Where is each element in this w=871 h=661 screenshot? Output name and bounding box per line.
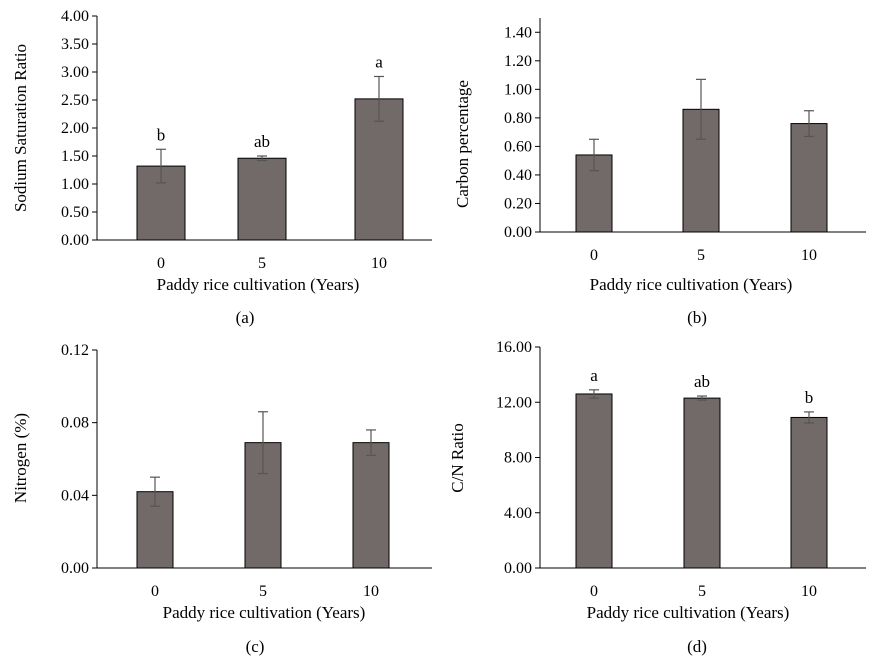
chart-2-y-tick-label: 1.40	[504, 24, 532, 41]
chart-4-x-tick-label: 0	[590, 583, 598, 600]
chart-2-bar	[790, 123, 828, 233]
chart-4-bar	[575, 393, 613, 569]
chart-1-x-axis-title: Paddy rice cultivation (Years)	[157, 275, 360, 294]
chart-1-y-tick-label: 3.50	[61, 36, 89, 53]
chart-3-y-axis-title: Nitrogen (%)	[11, 413, 30, 503]
chart-1-significance-label: ab	[254, 132, 270, 151]
chart-4-x-tick-label: 5	[698, 583, 706, 600]
chart-1-y-tick-label: 1.50	[61, 148, 89, 165]
chart-2-y-tick-label: 0.20	[504, 195, 532, 212]
chart-4-y-tick-label: 0.00	[504, 560, 532, 577]
chart-4-bar	[683, 397, 721, 569]
chart-2-y-axis-title: Carbon percentage	[453, 80, 472, 208]
chart-1-y-tick-label: 0.00	[61, 232, 89, 249]
chart-1-y-tick-label: 3.00	[61, 64, 89, 81]
chart-4-y-tick-label: 12.00	[496, 394, 532, 411]
chart-3-x-tick-label: 5	[259, 583, 267, 600]
chart-2-panel-label: (b)	[687, 308, 707, 327]
chart-4-x-tick-label: 10	[801, 583, 817, 600]
chart-2-x-tick-label: 10	[801, 247, 817, 264]
chart-1-x-tick-label: 5	[258, 255, 266, 272]
chart-1-panel-label: (a)	[236, 308, 255, 327]
chart-1-y-tick-label: 0.50	[61, 204, 89, 221]
chart-3-y-tick-label: 0.12	[61, 342, 89, 359]
chart-3-panel-label: (c)	[246, 637, 265, 656]
chart-4-significance-label: a	[590, 366, 598, 385]
chart-2-y-tick-label: 1.00	[504, 81, 532, 98]
chart-4-y-tick-label: 4.00	[504, 505, 532, 522]
chart-2-y-tick-label: 1.20	[504, 53, 532, 70]
chart-1-significance-label: b	[157, 125, 166, 144]
chart-3-bar	[352, 442, 390, 569]
chart-2-x-tick-label: 5	[697, 247, 705, 264]
chart-2-y-tick-label: 0.80	[504, 110, 532, 127]
chart-3-x-axis-title: Paddy rice cultivation (Years)	[163, 603, 366, 622]
chart-4-significance-label: b	[805, 388, 814, 407]
chart-1-bar	[237, 157, 287, 241]
chart-1-y-tick-label: 2.50	[61, 92, 89, 109]
chart-4-x-axis-title: Paddy rice cultivation (Years)	[587, 603, 790, 622]
chart-1-y-tick-label: 1.00	[61, 176, 89, 193]
chart-3-x-tick-label: 0	[151, 583, 159, 600]
chart-2-y-tick-label: 0.00	[504, 224, 532, 241]
chart-1-y-tick-label: 2.00	[61, 120, 89, 137]
chart-1-x-tick-label: 0	[157, 255, 165, 272]
chart-1-y-tick-label: 4.00	[61, 8, 89, 25]
chart-4-panel-label: (d)	[687, 637, 707, 656]
chart-4-y-tick-label: 8.00	[504, 450, 532, 467]
chart-4-y-axis-title: C/N Ratio	[448, 423, 467, 492]
chart-2-y-tick-label: 0.40	[504, 167, 532, 184]
chart-2-x-tick-label: 0	[590, 247, 598, 264]
chart-4-y-tick-label: 16.00	[496, 339, 532, 356]
chart-3-x-tick-label: 10	[363, 583, 379, 600]
chart-1-significance-label: a	[375, 52, 383, 71]
chart-3-y-tick-label: 0.04	[61, 487, 89, 504]
chart-4-bar	[790, 416, 828, 569]
chart-1-x-tick-label: 10	[371, 255, 387, 272]
chart-4-significance-label: ab	[694, 372, 710, 391]
chart-3-y-tick-label: 0.00	[61, 560, 89, 577]
chart-2-x-axis-title: Paddy rice cultivation (Years)	[590, 275, 793, 294]
chart-2-y-tick-label: 0.60	[504, 138, 532, 155]
chart-1-y-axis-title: Sodium Saturation Ratio	[11, 44, 30, 212]
chart-3-y-tick-label: 0.08	[61, 415, 89, 432]
